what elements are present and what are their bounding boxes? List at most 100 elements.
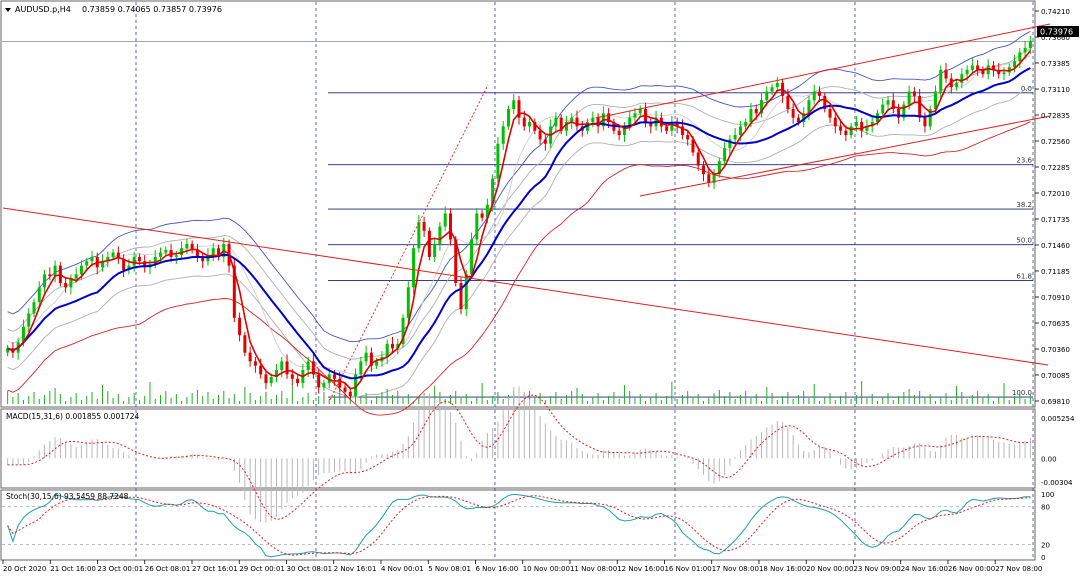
candle-body xyxy=(491,178,495,205)
candle-body xyxy=(43,274,47,288)
stoch-tick-label: 20 xyxy=(1041,541,1050,549)
candle-body xyxy=(264,374,268,384)
channel-upper-line xyxy=(595,23,1051,119)
candle-body xyxy=(211,248,215,256)
candle-body xyxy=(512,100,516,109)
time-tick-label: 26 Nov 00:00 xyxy=(948,565,995,573)
candle-body xyxy=(274,370,278,378)
candle-body xyxy=(833,117,837,127)
candle-body xyxy=(559,117,563,131)
candle-body xyxy=(232,265,236,318)
candle-body xyxy=(981,69,985,75)
candle-body xyxy=(74,274,78,279)
candle-body xyxy=(633,113,637,118)
candle-body xyxy=(933,91,937,109)
price-tick-label: 0.74210 xyxy=(1041,8,1070,16)
candle-body xyxy=(396,343,400,349)
lower-inner-band xyxy=(7,86,1031,398)
candle-body xyxy=(760,100,764,114)
candle-body xyxy=(765,91,769,101)
candle-body xyxy=(939,69,943,92)
candle-body xyxy=(870,122,874,127)
price-tick-label: 0.72010 xyxy=(1041,190,1070,198)
time-tick-label: 5 Nov 08:01 xyxy=(428,565,471,573)
candle-body xyxy=(744,122,748,127)
candle-body xyxy=(32,302,36,314)
time-tick-label: 27 Nov 08:00 xyxy=(995,565,1042,573)
candle-body xyxy=(844,130,848,136)
candle-body xyxy=(1023,48,1027,53)
upper-band xyxy=(7,31,1031,343)
price-tick-label: 0.70910 xyxy=(1041,294,1070,302)
candle-body xyxy=(944,69,948,79)
upper-inner-band xyxy=(7,48,1031,360)
candle-body xyxy=(912,91,916,96)
symbol-menu-triangle-icon[interactable] xyxy=(5,8,11,12)
candle-body xyxy=(533,122,537,131)
candle-body xyxy=(628,117,632,127)
candle-body xyxy=(127,265,131,270)
candle-body xyxy=(828,108,832,118)
fib-base-line xyxy=(329,84,489,401)
fib-level-label: 38.2 xyxy=(1016,201,1032,209)
candle-body xyxy=(116,252,120,259)
candle-body xyxy=(433,243,437,257)
candle-body xyxy=(195,249,199,257)
candle-body xyxy=(296,378,300,384)
candle-body xyxy=(69,278,73,288)
candle-body xyxy=(617,130,621,136)
candle-body xyxy=(680,126,684,136)
candle-body xyxy=(443,213,447,227)
candle-body xyxy=(733,135,737,140)
candle-body xyxy=(506,108,510,127)
candle-body xyxy=(586,122,590,131)
candle-body xyxy=(649,122,653,127)
candle-body xyxy=(738,126,742,136)
price-tick-label: 0.73385 xyxy=(1041,60,1070,68)
candle-body xyxy=(707,174,711,183)
channel-lower-line xyxy=(639,115,1051,197)
candle-body xyxy=(638,108,642,114)
candle-body xyxy=(923,117,927,127)
candle-body xyxy=(48,274,52,277)
candle-body xyxy=(575,117,579,127)
time-tick-label: 29 Oct 00:01 xyxy=(239,565,285,573)
candle-body xyxy=(306,361,310,371)
candle-body xyxy=(438,226,442,244)
candle-body xyxy=(243,335,247,353)
candle-body xyxy=(538,130,542,140)
candle-body xyxy=(886,100,890,105)
candle-body xyxy=(238,317,242,336)
candle-body xyxy=(817,91,821,96)
candle-body xyxy=(338,378,342,388)
candle-body xyxy=(749,108,753,123)
candle-body xyxy=(702,165,706,175)
candle-body xyxy=(807,100,811,114)
time-tick-label: 2 Nov 16:01 xyxy=(334,565,377,573)
candle-body xyxy=(997,69,1001,75)
price-tick-label: 0.72835 xyxy=(1041,112,1070,120)
candle-body xyxy=(253,361,257,366)
fib-level-label: 61.8 xyxy=(1016,272,1032,280)
candle-body xyxy=(459,283,463,310)
macd-panel xyxy=(0,408,1036,489)
macd-label: MACD(15,31,6) 0.001855 0.001724 xyxy=(6,412,140,421)
time-tick-label: 21 Oct 16:00 xyxy=(50,565,96,573)
candle-body xyxy=(865,126,869,131)
candle-body xyxy=(812,91,816,101)
fib-level-label: 23.6 xyxy=(1016,157,1032,165)
candle-body xyxy=(269,377,273,384)
candle-body xyxy=(327,374,331,384)
time-tick-label: 6 Nov 16:00 xyxy=(475,565,518,573)
candle-body xyxy=(190,243,194,250)
candle-body xyxy=(717,161,721,175)
candle-body xyxy=(354,374,358,397)
stoch-k-line xyxy=(7,493,1031,558)
candle-body xyxy=(470,239,474,275)
candle-body xyxy=(111,252,115,257)
ohlc-readout: 0.73859 0.74065 0.73857 0.73976 xyxy=(82,5,222,14)
candle-body xyxy=(517,100,521,118)
fast-moving-average xyxy=(7,50,1032,390)
candle-body xyxy=(955,82,959,88)
candle-body xyxy=(970,65,974,70)
